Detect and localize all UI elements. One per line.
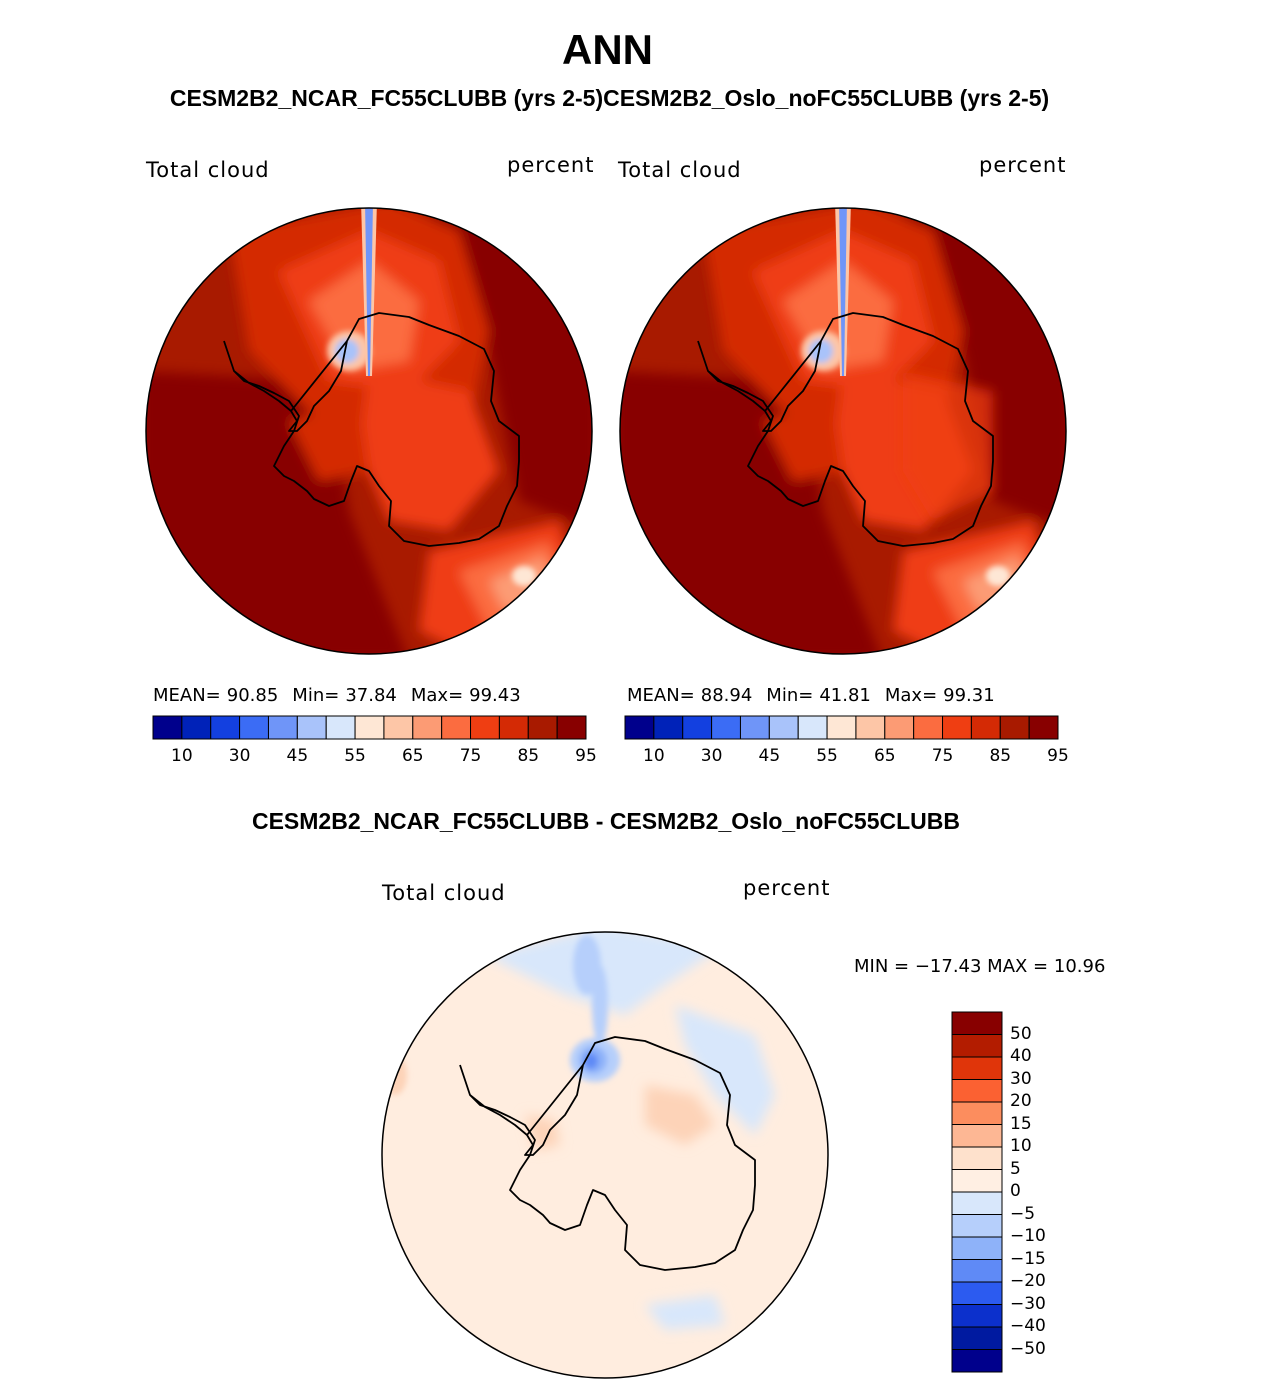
colorbar-swatch: [797, 715, 828, 740]
panel1-map: [145, 207, 593, 655]
colorbar-tick-label: 65: [873, 746, 896, 766]
colorbar-swatch: [711, 715, 741, 740]
colorbar-swatch: [556, 715, 587, 740]
colorbar-swatch: [653, 715, 684, 740]
colorbar-swatch: [951, 1101, 1003, 1125]
difference-map: [381, 931, 829, 1379]
colorbar-swatch: [884, 715, 915, 740]
colorbar-swatch: [951, 1326, 1003, 1350]
colorbar-tick-label: −30: [1010, 1293, 1046, 1314]
colorbar2: [624, 715, 1059, 740]
panel2-map: [619, 207, 1067, 655]
colorbar-swatch: [913, 715, 944, 740]
colorbar-tick-label: 20: [1010, 1091, 1032, 1111]
panel1-units-label: percent: [507, 153, 595, 177]
colorbar-tick-label: 55: [816, 746, 838, 766]
plot-subtitle: CESM2B2_NCAR_FC55CLUBB (yrs 2-5)CESM2B2_…: [169, 85, 1050, 111]
colorbar-tick-label: −15: [1010, 1248, 1046, 1269]
colorbar-swatch: [152, 715, 183, 740]
colorbar-swatch: [1028, 715, 1059, 740]
colorbar-swatch: [383, 715, 414, 740]
colorbar-swatch: [296, 715, 327, 740]
colorbar-tick-label: 65: [401, 746, 424, 766]
difference-title: CESM2B2_NCAR_FC55CLUBB - CESM2B2_Oslo_no…: [251, 808, 960, 834]
panel1-stats: MEAN= 90.85 Min= 37.84 Max= 99.43: [153, 685, 521, 706]
colorbar-swatch: [354, 715, 385, 740]
colorbar-tick-label: 10: [1010, 1136, 1032, 1156]
colorbar-swatch: [951, 1124, 1003, 1148]
colorbar-tick-label: 45: [286, 746, 309, 766]
colorbar-swatch: [441, 715, 472, 740]
colorbar-swatch: [527, 715, 558, 740]
colorbar-tick-label: 30: [700, 746, 723, 766]
colorbar-swatch: [855, 715, 886, 740]
colorbar-tick-label: 5: [1010, 1158, 1021, 1179]
colorbar-swatch: [999, 715, 1030, 740]
colorbar-swatch: [470, 715, 500, 740]
colorbar-tick-label: 95: [1047, 746, 1069, 766]
colorbar-swatch: [768, 715, 799, 740]
diff-units-label: percent: [743, 876, 831, 900]
colorbar-swatch: [951, 1169, 1003, 1193]
colorbar-swatch: [325, 715, 356, 740]
colorbar-swatch: [951, 1191, 1003, 1215]
panel1-variable-label: Total cloud: [146, 158, 270, 182]
colorbar-tick-label: 40: [1010, 1046, 1032, 1066]
colorbar-tick-label: 85: [517, 746, 540, 766]
colorbar-swatch: [951, 1259, 1003, 1283]
colorbar-tick-label: 45: [758, 746, 781, 766]
colorbar-swatch: [210, 715, 241, 740]
colorbar-tick-label: 50: [1010, 1023, 1032, 1044]
colorbar-tick-label: −40: [1010, 1316, 1046, 1336]
colorbar-swatch: [267, 715, 298, 740]
colorbar-swatch: [951, 1304, 1003, 1328]
colorbar-tick-label: 0: [1010, 1181, 1021, 1201]
colorbar-swatch: [826, 715, 857, 740]
colorbar-tick-label: 10: [171, 746, 193, 766]
colorbar-swatch: [682, 715, 713, 740]
colorbar-swatch: [739, 715, 770, 740]
diff-minmax-stats: MIN = −17.43 MAX = 10.96: [854, 956, 1106, 977]
panel2-stats: MEAN= 88.94 Min= 41.81 Max= 99.31: [627, 685, 995, 706]
colorbar-swatch: [951, 1056, 1003, 1080]
colorbar-swatch: [951, 1349, 1003, 1373]
colorbar-tick-label: 30: [1010, 1068, 1032, 1089]
colorbar-tick-label: 85: [989, 746, 1012, 766]
colorbar-tick-label: −50: [1010, 1338, 1046, 1359]
colorbar1: [152, 715, 587, 740]
colorbar-swatch: [951, 1146, 1003, 1170]
colorbar-swatch: [951, 1034, 1003, 1058]
colorbar-tick-label: 10: [643, 746, 665, 766]
colorbar-tick-label: −10: [1010, 1226, 1046, 1246]
panel2-units-label: percent: [979, 153, 1067, 177]
colorbar-swatch: [951, 1079, 1003, 1103]
colorbar-tick-label: −20: [1010, 1271, 1046, 1291]
colorbar-swatch: [181, 715, 212, 740]
colorbar-swatch: [951, 1011, 1003, 1035]
colorbar-tick-label: 75: [459, 746, 482, 766]
panel2-variable-label: Total cloud: [618, 158, 742, 182]
colorbar-swatch: [951, 1236, 1003, 1260]
colorbar-swatch: [951, 1281, 1003, 1305]
colorbar-swatch: [951, 1214, 1003, 1238]
colorbar-tick-label: 55: [344, 746, 366, 766]
plot-main-title: ANN: [562, 26, 653, 73]
colorbar-tick-label: −5: [1010, 1203, 1036, 1224]
colorbar-tick-label: 95: [575, 746, 597, 766]
colorbar-swatch: [624, 715, 655, 740]
colorbar-tick-label: 15: [1010, 1113, 1032, 1134]
colorbar-swatch: [412, 715, 443, 740]
colorbar-swatch: [970, 715, 1001, 740]
colorbar-tick-label: 75: [931, 746, 954, 766]
colorbar-swatch: [942, 715, 972, 740]
colorbar-swatch: [498, 715, 529, 740]
diff-variable-label: Total cloud: [382, 881, 506, 905]
colorbar-swatch: [239, 715, 269, 740]
colorbar-tick-label: 30: [228, 746, 251, 766]
colorbar-diff: [951, 1011, 1003, 1373]
